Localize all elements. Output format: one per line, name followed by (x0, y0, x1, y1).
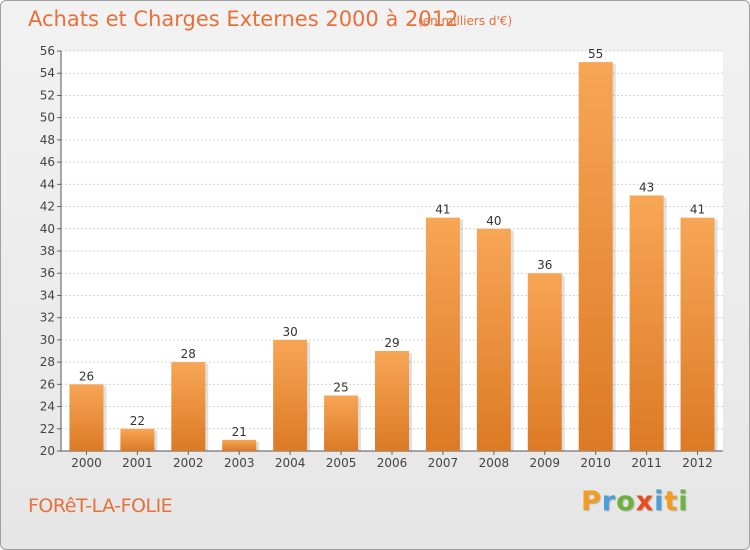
bar (680, 217, 715, 451)
brand-letter: x (635, 486, 655, 517)
bar-value-label: 41 (435, 203, 450, 217)
y-tick-label: 26 (40, 377, 55, 391)
bar (171, 362, 206, 451)
y-tick-label: 42 (40, 200, 55, 214)
bar-value-label: 22 (130, 414, 145, 428)
y-tick-label: 54 (40, 66, 55, 80)
y-tick-label: 30 (40, 333, 55, 347)
bar-value-label: 28 (181, 347, 196, 361)
bar (629, 195, 664, 451)
bar-value-label: 36 (537, 258, 552, 272)
bar-value-label: 21 (232, 425, 247, 439)
bar (578, 62, 613, 451)
bar-value-label: 30 (283, 325, 298, 339)
bar (425, 217, 460, 451)
y-tick-label: 38 (40, 244, 55, 258)
x-tick-label: 2003 (224, 456, 255, 470)
bar-value-label: 41 (690, 203, 705, 217)
y-tick-label: 40 (40, 222, 55, 236)
bar (222, 439, 257, 451)
bar (476, 228, 511, 451)
y-tick-label: 52 (40, 88, 55, 102)
y-tick-label: 24 (40, 400, 55, 414)
x-tick-label: 2007 (428, 456, 459, 470)
y-tick-label: 50 (40, 111, 55, 125)
bar-value-label: 29 (384, 336, 399, 350)
brand-letter: o (616, 486, 636, 517)
commune-name: FORêT-LA-FOLIE (28, 495, 173, 517)
y-tick-label: 44 (40, 177, 55, 191)
bar-value-label: 40 (486, 214, 501, 228)
x-tick-label: 2005 (326, 456, 357, 470)
bar (273, 339, 308, 451)
bar (69, 384, 104, 451)
y-tick-label: 56 (40, 44, 55, 58)
x-tick-label: 2011 (631, 456, 662, 470)
x-tick-label: 2002 (173, 456, 204, 470)
chart-title: Achats et Charges Externes 2000 à 2012 (28, 7, 459, 31)
bar (527, 273, 562, 451)
y-tick-label: 48 (40, 133, 55, 147)
x-tick-label: 2008 (479, 456, 510, 470)
y-tick-label: 28 (40, 355, 55, 369)
chart-subtitle: (en milliers d'€) (418, 14, 513, 28)
y-tick-label: 34 (40, 288, 55, 302)
x-tick-label: 2006 (377, 456, 408, 470)
bar-value-label: 25 (333, 380, 348, 394)
bar (375, 351, 409, 451)
x-tick-label: 2012 (682, 456, 713, 470)
brand-letter: i (678, 486, 689, 517)
bar-value-label: 26 (79, 369, 94, 383)
bar (120, 428, 155, 451)
x-tick-label: 2010 (580, 456, 611, 470)
x-tick-label: 2000 (71, 456, 102, 470)
y-tick-label: 46 (40, 155, 55, 169)
bar-value-label: 43 (639, 180, 654, 194)
y-tick-label: 36 (40, 266, 55, 280)
x-tick-label: 2004 (275, 456, 306, 470)
y-tick-label: 32 (40, 311, 55, 325)
proxiti-logo[interactable]: Proxiti (581, 486, 689, 517)
brand-letter: t (664, 486, 679, 517)
brand-letter: P (581, 486, 602, 517)
y-tick-label: 20 (40, 444, 55, 458)
bar (324, 395, 359, 451)
x-tick-label: 2001 (122, 456, 153, 470)
y-tick-label: 22 (40, 422, 55, 436)
bar-value-label: 55 (588, 47, 603, 61)
x-tick-label: 2009 (529, 456, 560, 470)
brand-letter: r (601, 486, 617, 517)
brand-letter: i (654, 486, 665, 517)
